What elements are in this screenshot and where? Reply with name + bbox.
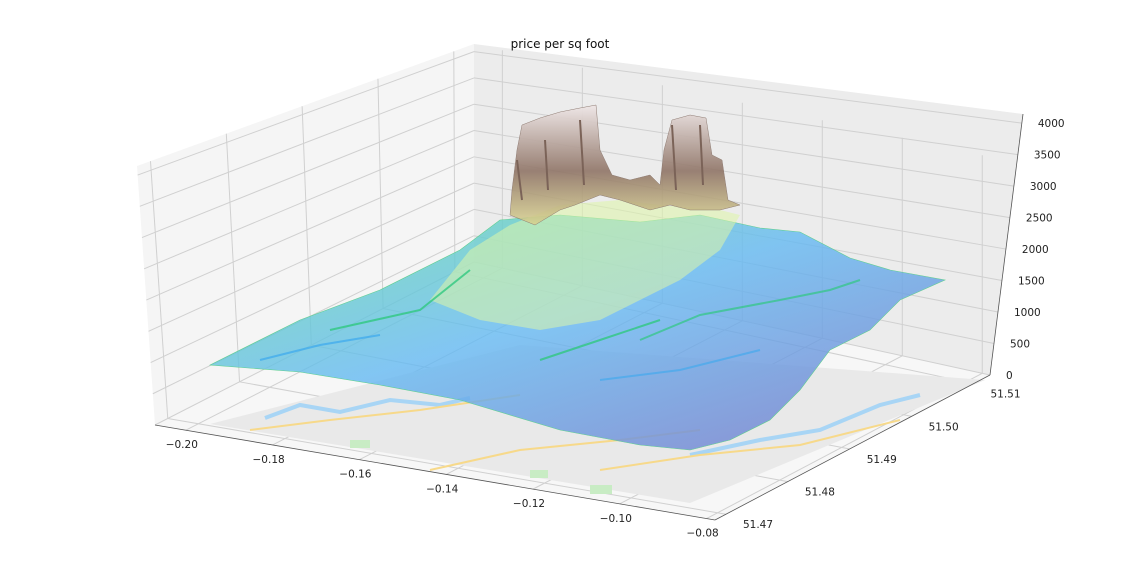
z-tick-label: 1000 bbox=[1014, 307, 1041, 319]
z-tick-label: 2500 bbox=[1026, 213, 1053, 225]
z-tick-label: 2000 bbox=[1022, 244, 1049, 256]
z-tick-label: 1500 bbox=[1018, 276, 1045, 288]
y-tick-label: 51.48 bbox=[805, 487, 835, 499]
z-tick-label: 4000 bbox=[1038, 118, 1065, 130]
axes-lines bbox=[154, 113, 1024, 521]
x-tick-label: −0.14 bbox=[426, 483, 458, 495]
surface bbox=[208, 200, 947, 451]
x-tick-label: −0.18 bbox=[253, 454, 285, 466]
z-tick-label: 500 bbox=[1010, 339, 1030, 351]
z-tick-label: 3500 bbox=[1034, 150, 1061, 162]
y-tick-label: 51.50 bbox=[929, 421, 959, 433]
x-tick-label: −0.10 bbox=[600, 513, 632, 525]
surface-peaks bbox=[509, 104, 741, 226]
x-tick-label: −0.12 bbox=[513, 498, 545, 510]
z-tick-label: 0 bbox=[1006, 370, 1013, 382]
x-tick-label: −0.20 bbox=[166, 439, 198, 451]
x-tick-label: −0.16 bbox=[339, 469, 371, 481]
x-tick-label: −0.08 bbox=[687, 528, 719, 540]
y-tick-label: 51.49 bbox=[867, 454, 897, 466]
pane-left bbox=[137, 44, 474, 425]
axis-ticks: −0.20 −0.18 −0.16 −0.14 −0.12 −0.10 −0.08 51.47… bbox=[166, 118, 1065, 539]
chart-title: price per sq foot bbox=[511, 37, 610, 51]
z-tick-label: 3000 bbox=[1030, 181, 1057, 193]
y-tick-label: 51.51 bbox=[990, 389, 1020, 401]
y-tick-label: 51.47 bbox=[743, 519, 773, 531]
